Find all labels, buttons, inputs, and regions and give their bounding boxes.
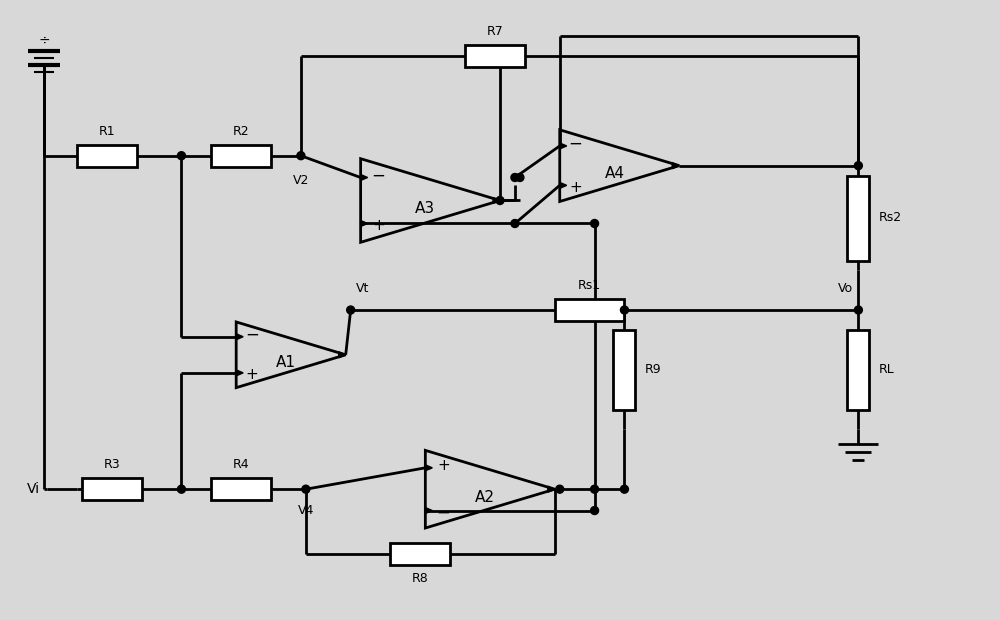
Text: −: −: [372, 167, 385, 185]
Text: A4: A4: [604, 166, 624, 181]
Text: Vt: Vt: [356, 282, 369, 295]
Text: −: −: [245, 326, 259, 343]
Polygon shape: [236, 370, 243, 376]
Text: A1: A1: [276, 355, 296, 370]
Text: ÷: ÷: [38, 34, 50, 48]
Polygon shape: [339, 352, 346, 358]
Polygon shape: [672, 162, 679, 169]
Text: R8: R8: [412, 572, 429, 585]
Text: R1: R1: [98, 125, 115, 138]
Text: Vo: Vo: [838, 282, 853, 295]
Text: R7: R7: [487, 25, 503, 38]
Circle shape: [854, 162, 862, 170]
Circle shape: [496, 197, 504, 205]
Polygon shape: [361, 174, 368, 180]
Text: +: +: [569, 180, 582, 195]
Circle shape: [297, 152, 305, 160]
Circle shape: [556, 485, 564, 493]
Circle shape: [591, 485, 599, 493]
Text: Rs2: Rs2: [878, 211, 901, 224]
Bar: [211, 478, 271, 500]
Text: V4: V4: [298, 504, 314, 517]
Circle shape: [347, 306, 355, 314]
Polygon shape: [560, 143, 567, 149]
Bar: [847, 176, 869, 261]
Polygon shape: [425, 508, 432, 513]
Circle shape: [591, 219, 599, 228]
Text: Vi: Vi: [27, 482, 40, 496]
Circle shape: [511, 174, 519, 182]
Circle shape: [511, 219, 519, 228]
Text: R3: R3: [103, 458, 120, 471]
Bar: [465, 45, 525, 67]
Circle shape: [177, 485, 185, 493]
Polygon shape: [548, 486, 555, 492]
Circle shape: [516, 174, 524, 182]
Text: A2: A2: [475, 490, 495, 505]
Polygon shape: [361, 221, 368, 226]
Polygon shape: [236, 334, 243, 340]
Bar: [77, 144, 137, 167]
Circle shape: [591, 507, 599, 515]
Bar: [82, 478, 142, 500]
Bar: [390, 543, 450, 565]
Circle shape: [302, 485, 310, 493]
Bar: [211, 144, 271, 167]
Bar: [555, 299, 624, 321]
Text: +: +: [372, 218, 385, 233]
Text: +: +: [246, 368, 258, 383]
Bar: [613, 330, 635, 410]
Circle shape: [177, 152, 185, 160]
Circle shape: [620, 485, 628, 493]
Text: RL: RL: [878, 363, 894, 376]
Polygon shape: [493, 198, 500, 203]
Text: −: −: [569, 135, 583, 153]
Circle shape: [620, 306, 628, 314]
Text: R4: R4: [233, 458, 249, 471]
Text: +: +: [437, 458, 450, 473]
Bar: [847, 330, 869, 410]
Polygon shape: [560, 182, 567, 188]
Text: R2: R2: [233, 125, 249, 138]
Circle shape: [854, 306, 862, 314]
Polygon shape: [425, 465, 432, 471]
Text: R9: R9: [644, 363, 661, 376]
Text: −: −: [436, 503, 450, 521]
Text: V2: V2: [293, 174, 309, 187]
Text: Rs1: Rs1: [578, 279, 601, 292]
Text: A3: A3: [415, 201, 435, 216]
